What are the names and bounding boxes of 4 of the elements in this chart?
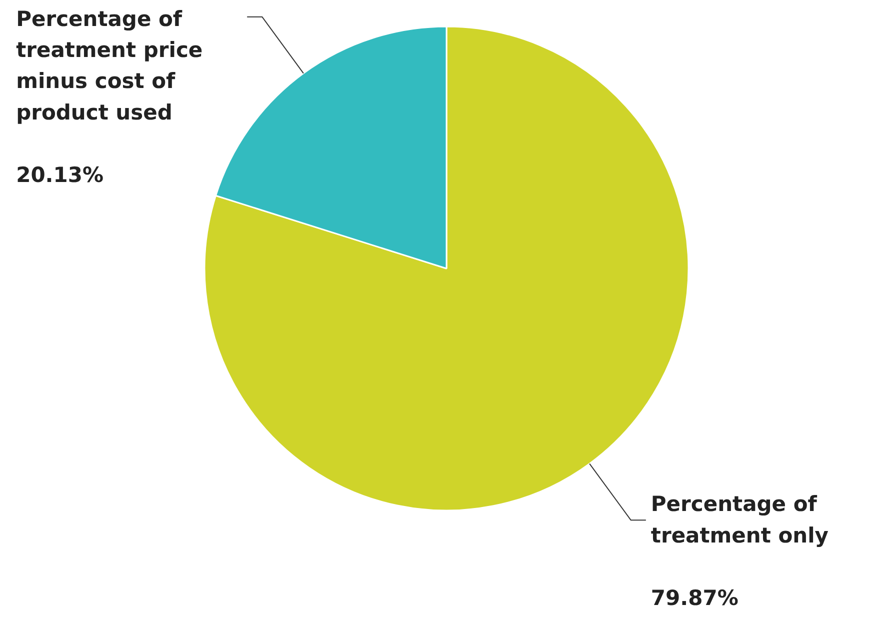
slice-label: Percentage of treatment only [650, 492, 829, 548]
data-label: 79.87% [650, 586, 738, 610]
slice-label: Percentage of treatment price minus cost of product used [16, 6, 203, 124]
data-label: 20.13% [16, 162, 104, 187]
